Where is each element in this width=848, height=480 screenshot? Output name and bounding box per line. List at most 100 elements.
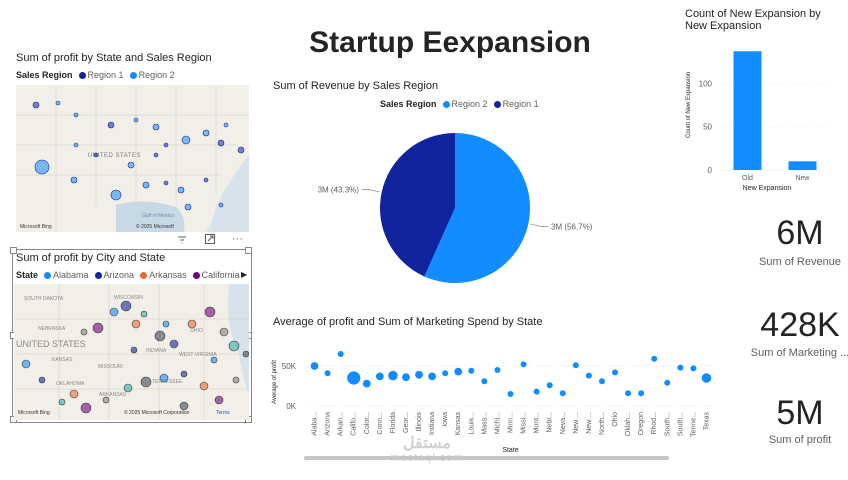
map2-bubble [169, 339, 179, 349]
scatter-x-tick-label: South... [677, 412, 684, 436]
pie-legend-item[interactable]: Region 1 [493, 99, 539, 109]
scatter-point [337, 351, 344, 357]
map1-bubble [142, 181, 150, 189]
more-options-icon[interactable]: ··· [232, 233, 243, 245]
map2-bubble [109, 307, 119, 317]
map2-bubble [232, 376, 240, 384]
svg-text:INDIANA: INDIANA [146, 348, 167, 354]
bar-x-tick-label: Old [742, 175, 753, 182]
pie-chart[interactable]: 3M (56.7%) 3M (43.3%) [300, 115, 600, 305]
scatter-point [402, 373, 410, 382]
scatter-y-tick-label: 50K [282, 362, 297, 371]
bar-y-tick-label: 100 [699, 79, 713, 88]
map1-legend-item[interactable]: Region 1 [78, 70, 124, 80]
map2-legend-item[interactable]: California [192, 270, 240, 280]
scatter-point [701, 373, 712, 383]
watermark: مستقل mostaql.com [390, 435, 464, 465]
map1-bubble [133, 117, 139, 123]
scatter-point [520, 361, 527, 368]
svg-text:SOUTH DAKOTA: SOUTH DAKOTA [24, 296, 64, 302]
map2-bubble [242, 350, 249, 358]
bar-old [733, 51, 762, 171]
scatter-point [310, 362, 319, 370]
map1-bubble [223, 122, 229, 128]
pie-leader-line [530, 223, 549, 227]
scatter-x-tick-label: New ... [586, 412, 593, 434]
map2-bubble [162, 320, 170, 328]
scatter-point [625, 390, 632, 397]
kpi-revenue-label: Sum of Revenue [759, 256, 841, 268]
legend-next-arrow[interactable]: ▶ [241, 270, 248, 279]
map2-bubble [92, 322, 104, 334]
scatter-point [442, 370, 449, 377]
scatter-x-tick-label: Missi... [521, 412, 528, 434]
bar-y-axis-label: Count of New Expansion [686, 72, 692, 138]
map1-bubble [73, 142, 79, 148]
pie-slice-region-1 [380, 133, 455, 277]
scatter-scrollbar[interactable] [304, 456, 669, 460]
pie-data-label: 3M (56.7%) [551, 223, 593, 232]
kpi-marketing-label: Sum of Marketing ... [750, 347, 848, 359]
map1-bubble [152, 123, 160, 131]
map2-legend-item[interactable]: Arizona [94, 270, 134, 280]
map2-canvas[interactable]: UNITED STATES SOUTH DAKOTA WISCONSIN NEB… [14, 284, 249, 420]
svg-text:ARKANSAS: ARKANSAS [99, 392, 127, 398]
map2-legend-item[interactable]: Alabama [44, 270, 89, 280]
scatter-x-tick-label: Califo... [351, 412, 358, 436]
scatter-x-axis-label: State [502, 447, 518, 454]
map2-attribution: Microsoft Bing [18, 410, 50, 416]
scatter-x-tick-label: Texas [703, 412, 710, 431]
map2-title: Sum of profit by City and State [16, 252, 166, 264]
focus-mode-icon[interactable] [204, 232, 216, 244]
map2-legend-item[interactable]: Arkansas [140, 270, 187, 280]
scatter-point [612, 369, 619, 376]
map1-bubble [163, 142, 169, 148]
bar-x-tick-label: New [795, 175, 810, 182]
scatter-point [507, 391, 514, 397]
map1-bubble [110, 189, 122, 201]
map2-bubble [140, 310, 148, 318]
map2-bubble [219, 327, 229, 337]
scatter-x-tick-label: Geor... [403, 412, 410, 433]
bar-x-axis-label: New Expansion [743, 185, 792, 192]
scatter-x-tick-label: Alaba... [312, 412, 319, 436]
scatter-x-tick-label: Florida [390, 412, 397, 434]
map1-legend-item[interactable]: Region 2 [129, 70, 175, 80]
pie-legend-item[interactable]: Region 2 [442, 99, 488, 109]
filter-icon[interactable] [177, 232, 187, 244]
page-title: Startup Eexpansion [309, 26, 591, 59]
map2-bubble [102, 396, 110, 404]
pie-title: Sum of Revenue by Sales Region [273, 80, 439, 92]
scatter-point [546, 382, 553, 389]
scatter-chart[interactable]: 0K 50K Average of profit Alaba... Arizona Ark… [268, 332, 718, 462]
map1-bubble [237, 146, 245, 154]
scatter-x-tick-label: Oklah... [625, 412, 632, 436]
map1-attribution: Microsoft Bing [20, 224, 52, 230]
map1-bubble [73, 112, 79, 118]
svg-text:WISCONSIN: WISCONSIN [114, 295, 143, 301]
scatter-point [690, 365, 697, 372]
map1-bubble [107, 121, 115, 129]
map2-bubble [154, 330, 166, 342]
scatter-point [481, 378, 488, 385]
kpi-revenue-value: 6M [776, 214, 824, 252]
svg-text:TENNESSEE: TENNESSEE [152, 379, 183, 385]
map1-bubble [181, 135, 191, 145]
scatter-point [598, 378, 605, 385]
svg-text:MISSOURI: MISSOURI [98, 364, 123, 370]
svg-text:OHIO: OHIO [190, 328, 203, 334]
scatter-x-tick-label: Mass... [481, 412, 488, 435]
scatter-point [651, 355, 658, 362]
scatter-point [428, 372, 437, 381]
map1-bubble [218, 202, 224, 208]
scatter-y-tick-label: 0K [286, 402, 296, 411]
map2-bubble [228, 340, 240, 352]
map2-legend-title: State [16, 270, 39, 280]
scatter-point [375, 372, 384, 381]
map2-bubble [199, 381, 209, 391]
map1-canvas[interactable]: UNITED STATES Gulf of Mexico Microsoft B… [16, 85, 249, 232]
scatter-x-tick-label: Tenne... [690, 412, 697, 437]
map2-bubble [69, 389, 79, 399]
map1-bubble [32, 101, 40, 109]
